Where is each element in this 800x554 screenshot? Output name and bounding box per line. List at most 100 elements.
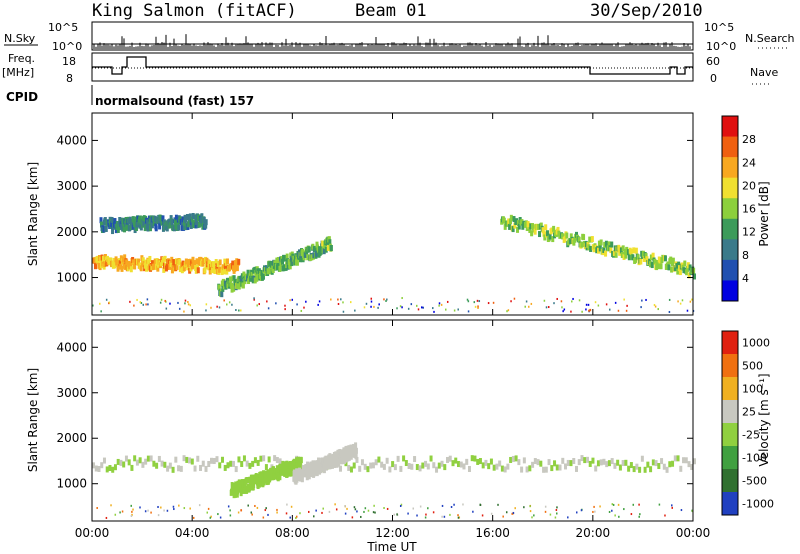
nsky-tick-top: 10^5: [48, 21, 78, 34]
vel-scatter-cell: [569, 460, 573, 467]
power-scatter-cell: [584, 240, 588, 247]
power-noise-speckle: [581, 310, 583, 313]
power-scatter-cell: [110, 216, 114, 223]
vel-scatter-cell: [100, 462, 104, 469]
vel-scatter-cell: [451, 460, 455, 467]
vel-scatter-cell: [218, 462, 222, 469]
vel-scatter-cell: [295, 457, 299, 464]
vel-scatter-cell: [257, 481, 261, 488]
power-scatter-cell: [281, 258, 285, 265]
vel-noise-speckle: [206, 511, 209, 514]
power-scatter-cell: [137, 258, 141, 265]
power-noise-speckle: [284, 304, 286, 307]
power-scatter-cell: [683, 260, 687, 267]
power-noise-speckle: [589, 309, 591, 312]
vel-scatter-cell: [503, 466, 507, 473]
vel-scatter-cell: [212, 457, 216, 464]
vel-scatter-cell: [624, 459, 628, 466]
vel-scatter-cell: [649, 466, 653, 473]
vel-scatter-cell: [234, 481, 238, 488]
vel-scatter-cell: [662, 463, 666, 470]
vel-scatter-cell: [542, 466, 546, 473]
vel-scatter-cell: [371, 462, 375, 469]
vel-scatter-cell: [391, 461, 395, 468]
vel-scatter-cell: [264, 464, 268, 471]
vel-scatter-cell: [239, 481, 243, 488]
power-scatter-cell: [508, 218, 512, 225]
vel-scatter-cell: [360, 459, 364, 466]
vel-scatter-cell: [196, 455, 200, 462]
vel-noise-speckle: [593, 505, 595, 508]
power-scatter-cell: [276, 256, 280, 263]
power-scatter-cell: [288, 263, 292, 270]
vel-scatter-cell: [242, 455, 246, 462]
vel-scatter-cell: [443, 464, 447, 471]
power-scatter-cell: [165, 263, 169, 270]
power-colorbar-segment: [722, 280, 738, 302]
power-scatter-cell: [673, 265, 677, 272]
power-noise-speckle: [300, 309, 303, 312]
power-scatter-cell: [153, 263, 157, 270]
vel-scatter-cell: [354, 453, 358, 460]
power-scatter-cell: [210, 267, 214, 274]
noise-strip: N.Sky 10^5 10^0 10^5 10^0 N.Search: [4, 21, 795, 53]
power-scatter-cell: [185, 214, 189, 221]
vel-colorbar-tick: -100: [742, 452, 767, 465]
vel-scatter-cell: [495, 463, 499, 470]
vel-noise-speckle: [374, 511, 376, 514]
station-title: King Salmon (fitACF): [92, 1, 297, 21]
vel-scatter-cell: [253, 457, 257, 464]
vel-scatter-cell: [531, 461, 535, 468]
vel-noise-speckle: [556, 512, 558, 515]
power-scatter-cell: [282, 254, 286, 261]
power-scatter-cell: [133, 263, 137, 270]
power-colorbar-tick: 8: [742, 249, 749, 262]
power-scatter-cell: [129, 261, 133, 268]
vel-noise-speckle: [427, 507, 429, 510]
power-noise-speckle: [473, 301, 476, 304]
power-scatter-cell: [283, 264, 287, 271]
vel-noise-speckle: [229, 514, 232, 517]
power-scatter-cell: [569, 233, 573, 240]
vel-scatter-cell: [613, 462, 617, 469]
power-scatter-cell: [655, 264, 659, 271]
power-noise-speckle: [445, 308, 447, 311]
power-colorbar-label: Power [dB]: [757, 181, 771, 246]
vel-colorbar-tick: 100: [742, 383, 763, 396]
power-noise-speckle: [641, 299, 643, 302]
power-noise-speckle: [145, 303, 147, 306]
vel-scatter-cell: [470, 455, 474, 462]
power-colorbar-segment: [722, 239, 738, 261]
power-scatter-cell: [232, 285, 236, 292]
power-scatter-cell: [170, 256, 174, 263]
vel-noise-speckle: [321, 511, 323, 514]
vel-scatter-cell: [135, 459, 139, 466]
vel-scatter-cell: [509, 456, 513, 463]
power-scatter-cell: [191, 256, 195, 263]
power-noise-speckle: [594, 301, 597, 304]
power-colorbar-tick: 28: [742, 133, 756, 146]
vel-scatter-cell: [583, 457, 587, 464]
power-noise-speckle: [410, 303, 413, 306]
vel-noise-speckle: [132, 508, 134, 511]
vel-scatter-cell: [399, 465, 403, 472]
power-scatter-cell: [678, 269, 682, 276]
vel-noise-speckle: [617, 503, 620, 506]
power-scatter-cell: [131, 259, 135, 266]
vel-noise-speckle: [121, 510, 124, 513]
power-noise-speckle: [140, 301, 143, 304]
power-colorbar-segment: [722, 259, 738, 281]
power-scatter-cell: [204, 222, 208, 229]
vel-noise-speckle: [383, 507, 385, 510]
power-noise-speckle: [396, 307, 398, 310]
vel-y-tick-label: 4000: [56, 340, 87, 354]
power-scatter-cell: [165, 225, 169, 232]
power-scatter-cell: [516, 226, 520, 233]
power-scatter-cell: [129, 266, 133, 273]
vel-colorbar-segment: [722, 377, 738, 401]
vel-scatter-cell: [500, 465, 504, 472]
vel-noise-speckle: [393, 513, 396, 516]
vel-noise-speckle: [229, 509, 231, 512]
vel-scatter-cell: [385, 457, 389, 464]
power-scatter-cell: [144, 259, 148, 266]
